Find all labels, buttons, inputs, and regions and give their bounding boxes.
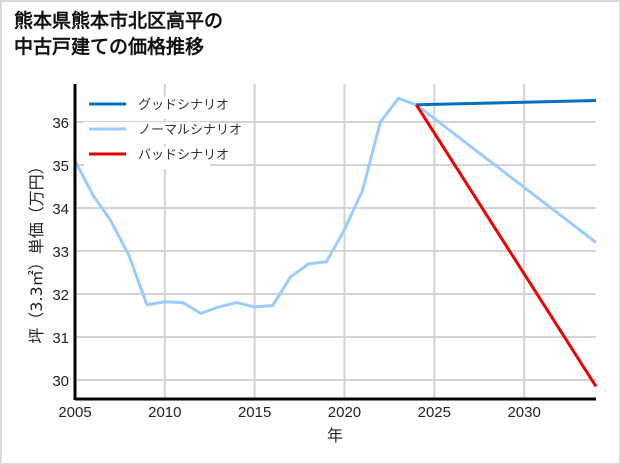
axes [73,84,596,401]
x-tick-label: 2025 [418,404,451,421]
legend-label: バッドシナリオ [138,148,229,163]
series-line [416,99,597,107]
y-tick-label: 30 [52,373,69,390]
x-tick-label: 2030 [507,404,540,421]
x-tick-label: 2020 [328,404,361,421]
x-axis-label: 年 [327,426,343,445]
y-tick-label: 36 [52,115,69,132]
chart-title: 熊本県熊本市北区高平の 中古戸建ての価格推移 [14,8,223,60]
y-tick-label: 32 [52,287,69,304]
y-tick-label: 31 [52,330,69,347]
y-tick-label: 33 [52,244,69,261]
x-tick-label: 2005 [58,404,91,421]
y-axis-label: 坪（3.3㎡）単価（万円） [27,158,46,343]
x-tick-label: 2015 [238,404,271,421]
tick-labels: 2005 2010 2015 2020 2025 2030 30 31 32 33 34 35 36 [52,115,541,421]
series-line [415,103,598,388]
title-line-2: 中古戸建ての価格推移 [14,36,205,58]
y-tick-label: 35 [52,158,69,175]
legend-label: グッドシナリオ [138,98,229,113]
legend-label: ノーマルシナリオ [138,123,242,138]
series-line [73,96,597,315]
series-lines [73,96,598,388]
y-tick-label: 34 [52,201,69,218]
title-line-1: 熊本県熊本市北区高平の [14,10,224,32]
x-tick-label: 2010 [148,404,181,421]
